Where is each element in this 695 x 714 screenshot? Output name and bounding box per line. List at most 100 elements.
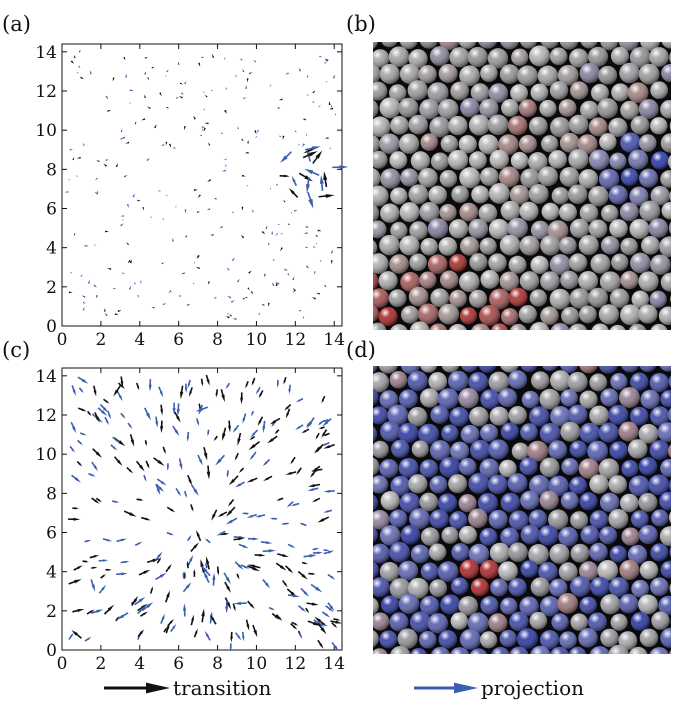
transition-arrow <box>335 620 343 624</box>
particle-shading <box>409 253 427 272</box>
particle-shading <box>478 366 497 373</box>
particle-shading <box>390 646 411 654</box>
transition-arrow <box>160 426 164 434</box>
projection-arrow <box>104 312 108 317</box>
projection-arrow <box>306 421 313 429</box>
projection-arrow <box>272 258 275 262</box>
transition-arrow <box>263 477 269 482</box>
particle-shading <box>641 235 660 255</box>
projection-point-arrow <box>319 174 324 184</box>
projection-arrow <box>269 84 272 87</box>
transition-arrow <box>161 262 165 265</box>
transition-arrow <box>240 397 244 405</box>
projection-arrow <box>148 384 152 392</box>
transition-arrow <box>311 572 316 575</box>
projection-arrow <box>203 570 208 578</box>
particle-shading <box>373 116 391 137</box>
particle-shading <box>670 91 671 95</box>
particle-shading <box>373 597 379 615</box>
projection-arrow <box>184 387 188 394</box>
particle-shading <box>467 46 488 67</box>
transition-arrow <box>228 425 231 433</box>
transition-arrow <box>188 479 193 486</box>
transition-arrow <box>194 628 198 634</box>
projection-arrow <box>123 174 128 178</box>
particle-shading <box>629 218 650 239</box>
projection-arrow <box>70 632 74 637</box>
particle-shading <box>639 168 658 188</box>
projection-arrow <box>64 191 69 193</box>
particle-shading <box>639 628 659 648</box>
particle-shading <box>441 526 459 544</box>
particle-shading <box>498 388 518 408</box>
projection-arrow <box>270 607 275 611</box>
projection-arrow <box>248 71 253 75</box>
particle-shading <box>468 151 487 170</box>
projection-arrow <box>285 72 289 75</box>
particle-shading <box>597 98 618 119</box>
transition-arrow <box>275 183 278 186</box>
transition-arrow <box>77 608 85 613</box>
particle-shading <box>620 237 638 256</box>
particle-shading <box>469 253 488 272</box>
transition-arrow <box>324 137 329 139</box>
transition-arrow <box>207 179 212 183</box>
projection-arrow <box>328 607 334 613</box>
projection-arrow <box>312 246 316 248</box>
particle-shading <box>500 366 519 373</box>
projection-arrow <box>82 301 86 304</box>
projection-arrow <box>225 606 229 614</box>
particle-shading <box>449 47 470 68</box>
particle-shading <box>389 84 407 102</box>
particle-shading <box>560 421 581 442</box>
particle-shading <box>629 406 649 426</box>
particle-shading <box>410 544 430 564</box>
projection-arrow <box>69 272 72 274</box>
transition-arrow <box>238 537 245 541</box>
transition-arrow <box>226 602 232 610</box>
particle-shading <box>559 42 579 50</box>
particle-shading <box>620 168 639 186</box>
particle-shading <box>378 271 398 291</box>
particle-shading <box>440 594 461 615</box>
particle-shading <box>539 388 561 410</box>
transition-arrow <box>74 54 76 59</box>
transition-arrow <box>104 230 110 233</box>
particle-shading <box>660 133 671 153</box>
particle-shading <box>418 423 440 445</box>
legend-transition-arrow <box>146 682 170 694</box>
particle-shading <box>419 459 439 478</box>
projection-arrow <box>237 126 239 130</box>
transition-arrow <box>123 56 126 61</box>
x-tick-label: 4 <box>134 654 145 674</box>
y-tick-label: 8 <box>46 484 57 504</box>
particle-shading <box>468 218 489 239</box>
particle-shading <box>660 560 671 579</box>
transition-arrow <box>157 460 165 466</box>
projection-arrow <box>226 312 229 315</box>
projection-arrow <box>145 412 151 421</box>
transition-arrow <box>158 556 162 561</box>
projection-arrow <box>102 407 109 413</box>
particle-shading <box>373 240 378 256</box>
projection-arrow <box>299 635 303 640</box>
particle-shading <box>660 170 671 188</box>
y-tick-label: 0 <box>46 317 57 337</box>
x-tick-label: 6 <box>173 330 184 350</box>
particle-shading <box>588 149 610 170</box>
particle-shading <box>588 287 609 308</box>
transition-arrow <box>248 444 256 451</box>
particle-shading <box>638 525 658 545</box>
projection-arrow <box>301 607 307 613</box>
projection-arrow <box>91 474 96 477</box>
transition-arrow <box>309 472 315 478</box>
particle-shading <box>429 475 448 494</box>
particle-shading <box>609 324 626 330</box>
particle-shading <box>579 366 598 374</box>
particle-shading <box>608 117 628 137</box>
transition-arrow <box>73 517 81 521</box>
particle-shading <box>590 83 609 102</box>
particle-shading <box>408 49 428 69</box>
transition-arrow <box>213 198 217 200</box>
projection-arrow <box>212 572 216 580</box>
